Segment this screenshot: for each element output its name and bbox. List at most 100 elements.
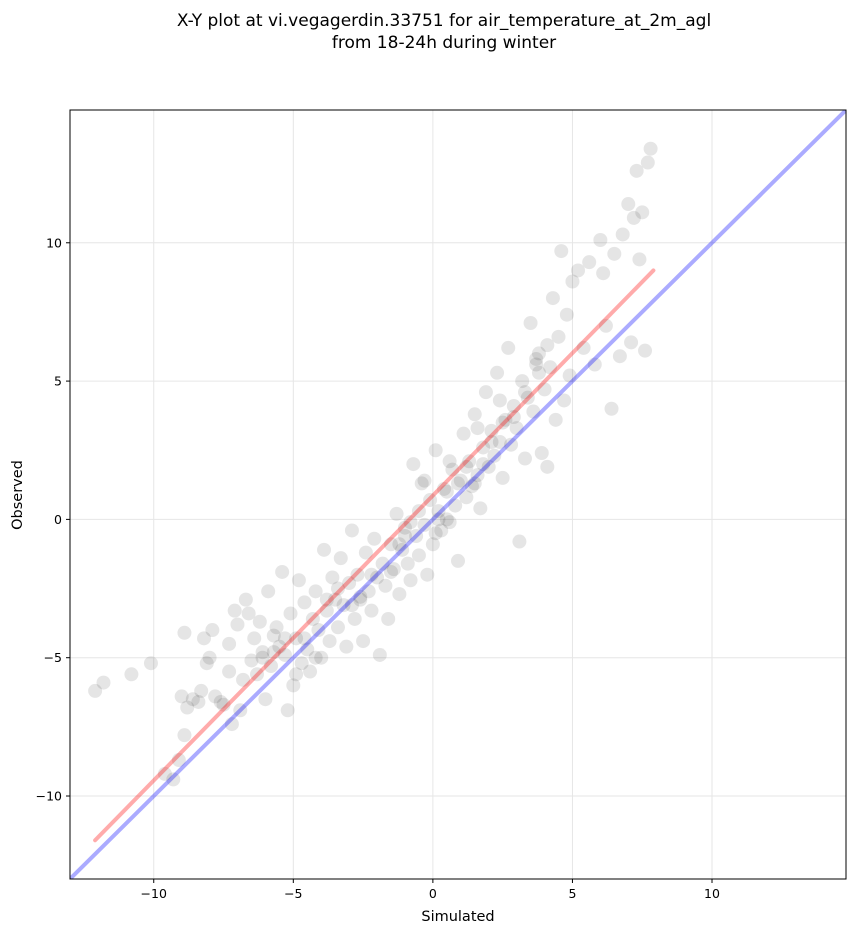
data-point (425, 537, 440, 552)
data-point (177, 625, 192, 640)
data-point (437, 481, 452, 496)
data-point (473, 501, 488, 516)
data-point (308, 584, 323, 599)
data-point (339, 639, 354, 654)
data-point (297, 595, 312, 610)
data-point (375, 556, 390, 571)
data-point (406, 457, 421, 472)
x-axis-ticks: −10 −5 0 5 10 (141, 879, 720, 901)
data-point (364, 567, 379, 582)
data-point (378, 578, 393, 593)
data-point (417, 517, 432, 532)
data-point (280, 703, 295, 718)
data-point (289, 631, 304, 646)
data-point (381, 611, 396, 626)
data-point (286, 678, 301, 693)
data-point (476, 440, 491, 455)
data-point (414, 476, 429, 491)
x-axis-label: Simulated (421, 909, 494, 925)
fit-line (93, 268, 656, 843)
data-point (180, 700, 195, 715)
data-point (389, 506, 404, 521)
data-point (289, 667, 304, 682)
data-point (216, 697, 231, 712)
data-point (291, 573, 306, 588)
data-point (384, 537, 399, 552)
data-point (397, 520, 412, 535)
data-point (171, 753, 186, 768)
data-point (230, 617, 245, 632)
data-point (322, 634, 337, 649)
data-point (462, 454, 477, 469)
data-point (543, 360, 558, 375)
data-point (350, 567, 365, 582)
data-point (596, 266, 611, 281)
data-point (517, 451, 532, 466)
data-point (194, 683, 209, 698)
data-point (261, 584, 276, 599)
data-point (392, 537, 407, 552)
data-point (319, 592, 334, 607)
data-point (196, 631, 211, 646)
data-point (506, 398, 521, 413)
data-point (266, 628, 281, 643)
data-point (484, 434, 499, 449)
data-point (358, 545, 373, 560)
data-point (255, 645, 270, 660)
data-point (604, 401, 619, 416)
data-point (208, 689, 223, 704)
data-point (453, 473, 468, 488)
data-point (476, 457, 491, 472)
data-points (88, 141, 658, 787)
y-tick-label: 0 (54, 512, 62, 527)
data-point (277, 647, 292, 662)
data-point (548, 412, 563, 427)
data-point (199, 656, 214, 671)
data-point (336, 598, 351, 613)
data-point (238, 592, 253, 607)
data-point (565, 274, 580, 289)
data-point (185, 692, 200, 707)
data-point (559, 307, 574, 322)
data-point (492, 434, 507, 449)
data-point (319, 603, 334, 618)
data-point (487, 448, 502, 463)
data-point (537, 382, 552, 397)
y-tick-label: 10 (46, 235, 62, 250)
reference-lines (70, 110, 846, 879)
data-point (157, 766, 172, 781)
x-tick-label: 10 (704, 886, 720, 901)
data-point (504, 437, 519, 452)
data-point (356, 634, 371, 649)
y-tick-label: −5 (44, 650, 62, 665)
data-point (258, 692, 273, 707)
data-point (624, 335, 639, 350)
data-point (545, 291, 560, 306)
data-point (263, 659, 278, 674)
data-point (626, 210, 641, 225)
chart-title: X-Y plot at vi.vegagerdin.33751 for air_… (177, 11, 711, 53)
data-point (328, 592, 343, 607)
data-point (520, 390, 535, 405)
data-point (255, 650, 270, 665)
data-point (330, 620, 345, 635)
y-tick-label: 5 (54, 374, 62, 389)
data-point (434, 523, 449, 538)
data-point (562, 368, 577, 383)
data-point (244, 653, 259, 668)
data-point (470, 468, 485, 483)
data-point (411, 504, 426, 519)
data-point (540, 338, 555, 353)
data-point (593, 233, 608, 248)
data-point (283, 606, 298, 621)
data-point (467, 407, 482, 422)
x-tick-label: −5 (284, 886, 302, 901)
data-point (551, 329, 566, 344)
data-point (205, 623, 220, 638)
data-point (241, 606, 256, 621)
data-point (386, 562, 401, 577)
data-point (266, 645, 281, 660)
data-point (397, 528, 412, 543)
data-point (428, 526, 443, 541)
